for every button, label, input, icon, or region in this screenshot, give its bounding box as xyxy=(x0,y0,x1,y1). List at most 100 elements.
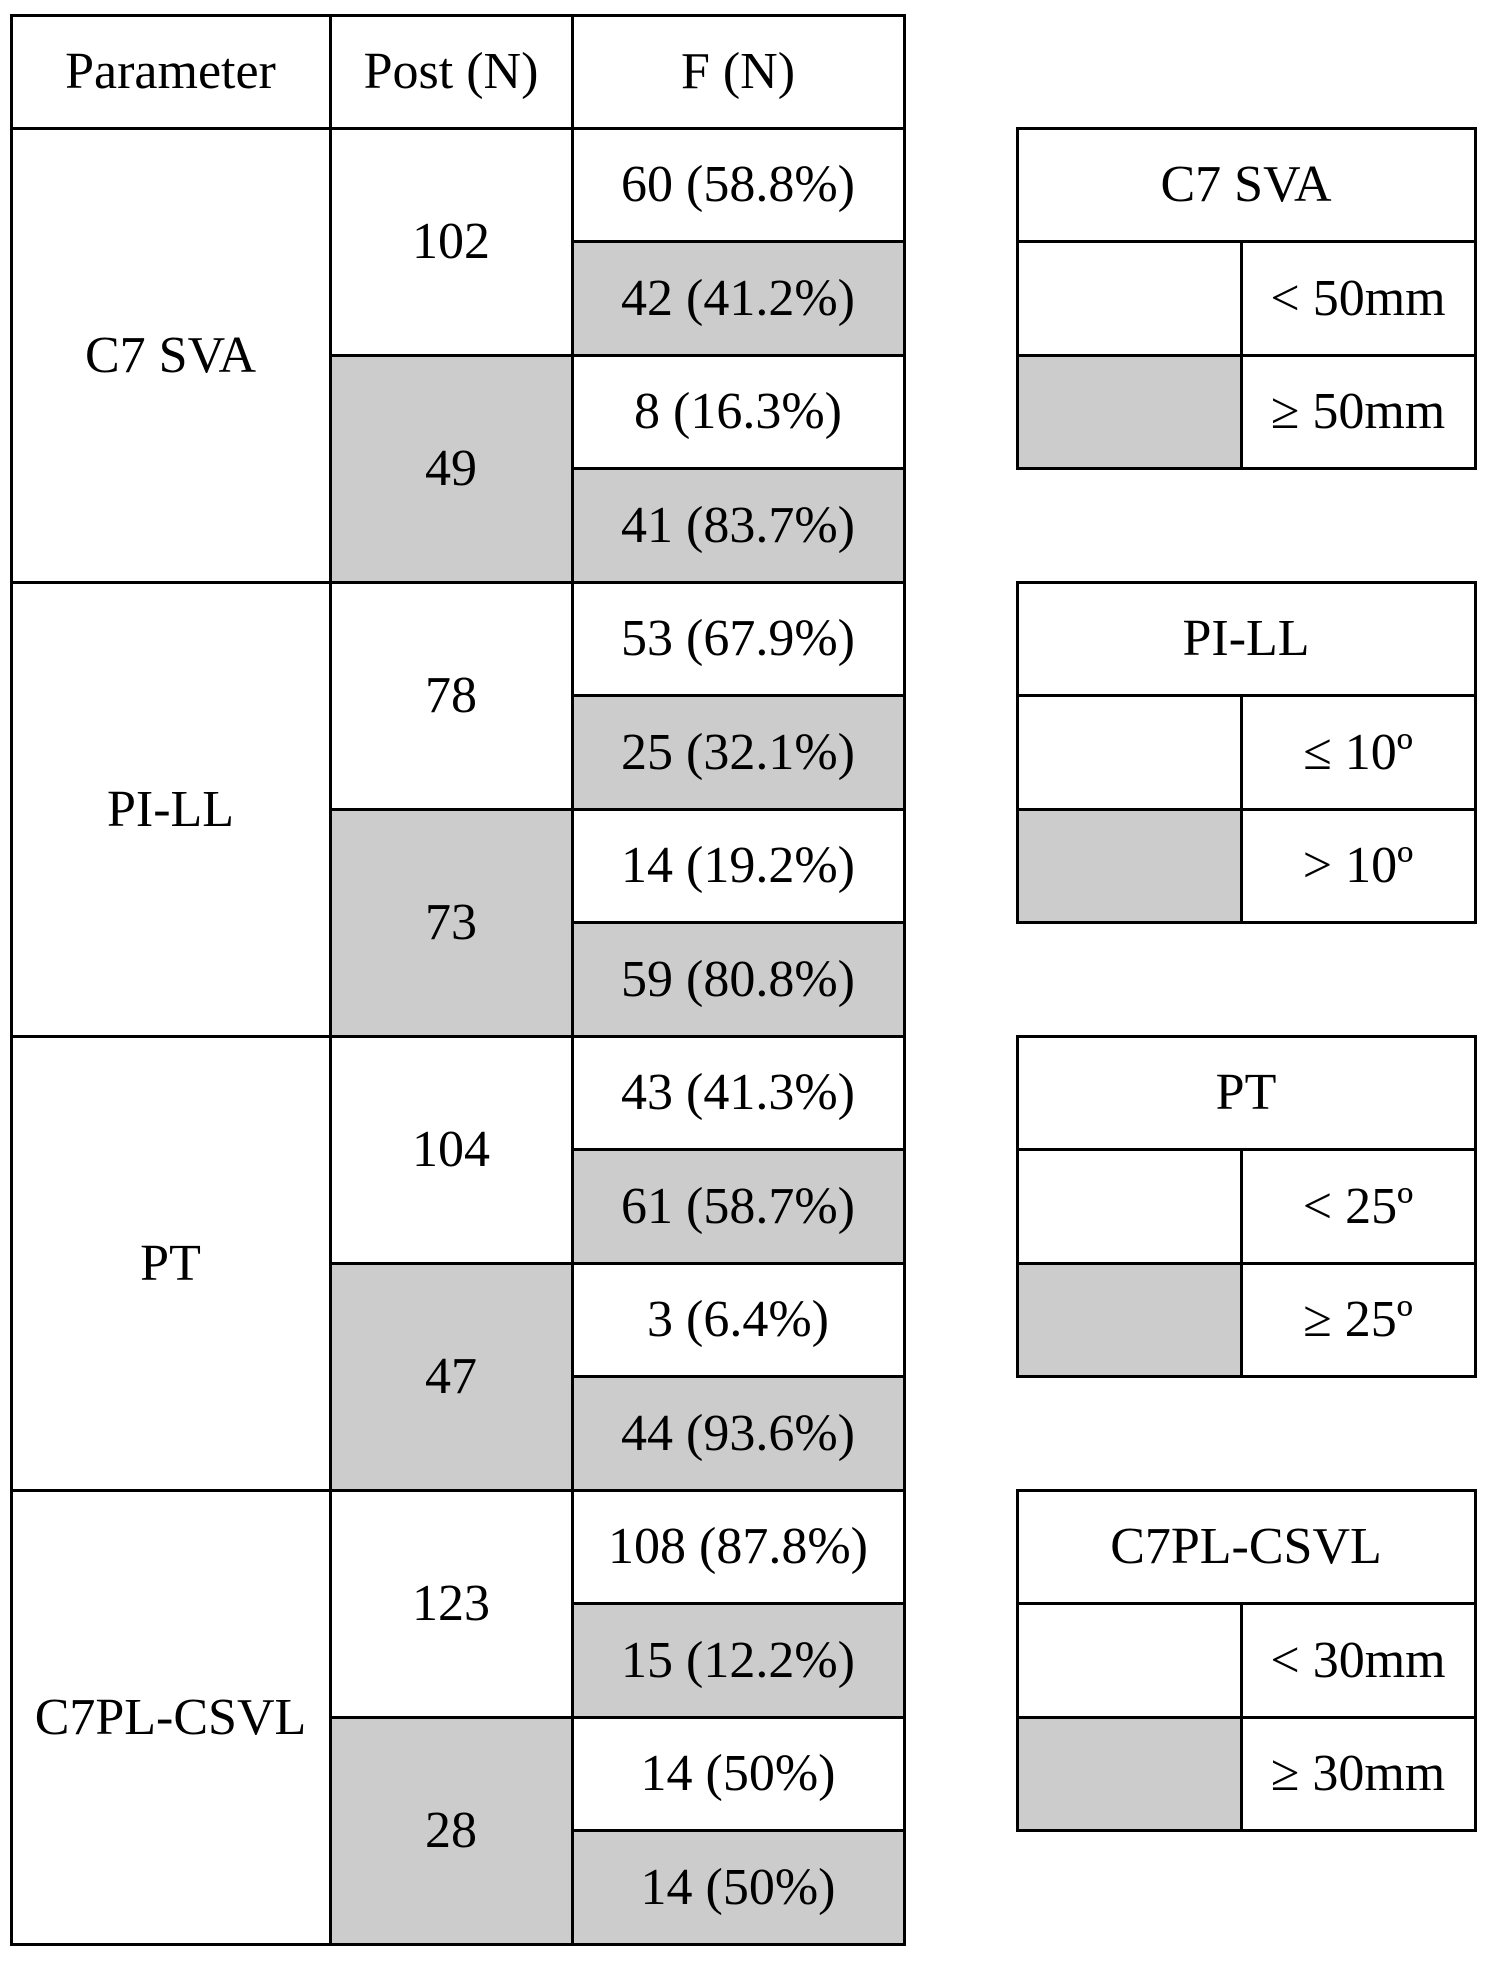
table-rule xyxy=(1017,1375,1475,1378)
legend-swatch-gray xyxy=(1017,809,1241,923)
post-n-cell: 104 xyxy=(412,1121,490,1178)
f-n-cell: 14 (50%) xyxy=(572,1830,904,1944)
table-rule xyxy=(572,240,904,243)
legend-swatch-white xyxy=(1017,1150,1241,1264)
legend-threshold-label: < 50mm xyxy=(1270,269,1446,327)
table-rule xyxy=(330,353,904,357)
legend-threshold-label: ≥ 25º xyxy=(1303,1291,1413,1349)
legend-swatch-white xyxy=(1017,242,1241,356)
legend-swatch-white xyxy=(1017,696,1241,810)
table-rule xyxy=(328,15,332,1944)
table-rule xyxy=(902,13,906,1946)
table-rule xyxy=(1473,1034,1477,1378)
legend-title: C7 SVA xyxy=(1160,156,1332,214)
table-rule xyxy=(11,1942,904,1946)
legend-title: PT xyxy=(1215,1064,1277,1122)
legend-title: PI-LL xyxy=(1182,610,1310,668)
table-rule xyxy=(1017,1261,1475,1265)
f-n-cell: 41 (83.7%) xyxy=(572,468,904,582)
parameter-cell: PI-LL xyxy=(106,780,235,838)
f-n-cell: 8 (16.3%) xyxy=(634,383,842,441)
table-rule xyxy=(11,580,904,584)
table-rule xyxy=(1015,1034,1019,1378)
f-n-cell: 43 (41.3%) xyxy=(621,1064,855,1122)
table-rule xyxy=(1239,1603,1243,1831)
table-rule xyxy=(572,694,904,697)
table-rule xyxy=(11,126,904,130)
header-post-n: Post (N) xyxy=(363,43,539,100)
table-rule xyxy=(1017,353,1475,357)
table-rule xyxy=(1015,126,1019,470)
table-rule xyxy=(9,13,13,1946)
legend-swatch-white xyxy=(1017,1604,1241,1718)
f-n-cell: 61 (58.7%) xyxy=(572,1149,904,1263)
post-n-cell: 47 xyxy=(330,1263,572,1490)
table-rule xyxy=(1017,921,1475,924)
table-rule xyxy=(1017,1602,1475,1605)
table-rule xyxy=(1017,1034,1475,1038)
table-rule xyxy=(1239,1149,1243,1377)
post-n-cell: 49 xyxy=(330,355,572,582)
parameter-cell: C7PL-CSVL xyxy=(34,1688,307,1746)
table-rule xyxy=(1017,580,1475,584)
post-n-cell: 102 xyxy=(412,213,490,270)
post-n-cell: 73 xyxy=(330,809,572,1036)
table-rule xyxy=(1017,240,1475,243)
legend-title: C7PL-CSVL xyxy=(1110,1518,1382,1576)
table-rule xyxy=(330,807,904,811)
post-n-cell: 123 xyxy=(412,1575,490,1632)
table-rule xyxy=(11,13,904,17)
header-parameter: Parameter xyxy=(65,43,276,100)
table-rule xyxy=(1017,467,1475,470)
table-rule xyxy=(1017,694,1475,697)
legend-threshold-label: ≥ 50mm xyxy=(1270,383,1446,441)
legend-threshold-label: ≥ 30mm xyxy=(1270,1745,1446,1803)
table-rule xyxy=(572,1148,904,1151)
table-rule xyxy=(572,921,904,924)
f-n-cell: 53 (67.9%) xyxy=(621,610,855,668)
parameter-cell: C7 SVA xyxy=(84,326,256,384)
f-n-cell: 59 (80.8%) xyxy=(572,922,904,1036)
table-rule xyxy=(1015,580,1019,924)
table-rule xyxy=(1015,1488,1019,1832)
f-n-cell: 108 (87.8%) xyxy=(608,1518,868,1576)
table-rule xyxy=(1239,695,1243,923)
table-rule xyxy=(1017,1488,1475,1492)
legend-threshold-label: > 10º xyxy=(1302,837,1414,895)
parameter-cell: PT xyxy=(140,1234,201,1292)
legend-swatch-gray xyxy=(1017,355,1241,469)
f-n-cell: 14 (50%) xyxy=(640,1745,836,1803)
table-rule xyxy=(11,1488,904,1492)
table-rule xyxy=(572,1829,904,1832)
f-n-cell: 15 (12.2%) xyxy=(572,1603,904,1717)
f-n-cell: 3 (6.4%) xyxy=(647,1291,829,1349)
table-rule xyxy=(1017,1148,1475,1151)
f-n-cell: 14 (19.2%) xyxy=(621,837,855,895)
table-rule xyxy=(11,1034,904,1038)
f-n-cell: 60 (58.8%) xyxy=(621,156,855,214)
legend-swatch-gray xyxy=(1017,1717,1241,1831)
post-n-cell: 78 xyxy=(425,667,477,724)
f-n-cell: 42 (41.2%) xyxy=(572,241,904,355)
f-n-cell: 25 (32.1%) xyxy=(572,695,904,809)
table-rule xyxy=(330,1261,904,1265)
table-rule xyxy=(1017,1715,1475,1719)
legend-swatch-gray xyxy=(1017,1263,1241,1377)
legend-threshold-label: < 30mm xyxy=(1270,1631,1446,1689)
table-rule xyxy=(1017,807,1475,811)
table-rule xyxy=(572,467,904,470)
table-rule xyxy=(1473,1488,1477,1832)
table-rule xyxy=(570,15,574,1944)
legend-threshold-label: < 25º xyxy=(1302,1177,1414,1235)
table-rule xyxy=(572,1375,904,1378)
table-rule xyxy=(572,1602,904,1605)
header-f-n: F (N) xyxy=(680,43,796,100)
f-n-cell: 44 (93.6%) xyxy=(572,1376,904,1490)
table-rule xyxy=(330,1715,904,1719)
table-rule xyxy=(1473,126,1477,470)
legend-threshold-label: ≤ 10º xyxy=(1303,723,1413,781)
table-rule xyxy=(1017,1829,1475,1832)
post-n-cell: 28 xyxy=(330,1717,572,1944)
table-rule xyxy=(1473,580,1477,924)
table-rule xyxy=(1017,126,1475,130)
